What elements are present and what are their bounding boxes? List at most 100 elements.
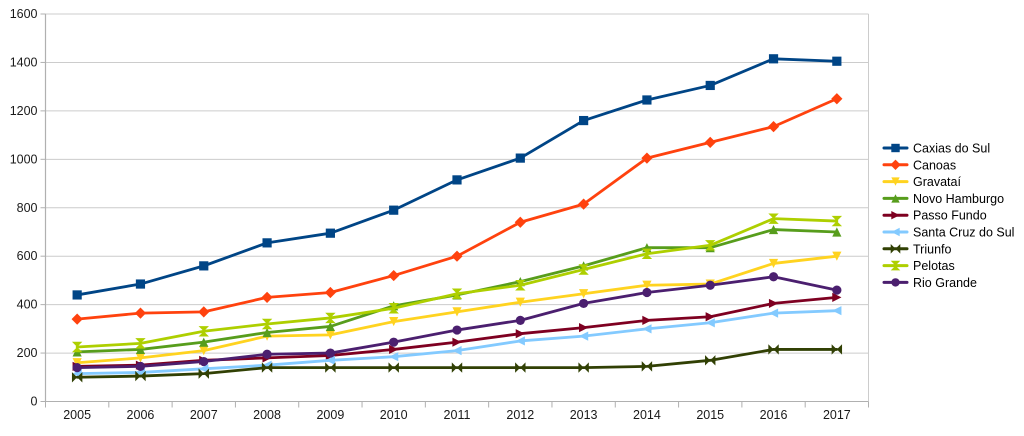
series-marker-arrow-left — [768, 308, 779, 318]
series-marker-sandglass — [515, 280, 526, 291]
series-marker-square — [72, 290, 82, 300]
series-marker-arrow-up — [325, 321, 335, 332]
series-marker-arrow-left — [452, 346, 462, 356]
series-marker-square — [832, 56, 842, 66]
series-marker-sandglass — [388, 303, 399, 314]
series-marker-circle — [579, 298, 589, 309]
y-axis-label: 1400 — [10, 55, 38, 69]
series-marker-square — [135, 279, 146, 289]
series-marker-arrow-down — [72, 358, 82, 368]
series-marker-sandglass — [768, 213, 779, 224]
series-marker-arrow-right — [579, 323, 589, 333]
series-marker-arrow-right — [452, 337, 462, 347]
series-marker-arrow-up — [832, 227, 842, 237]
series-marker-sandglass — [641, 248, 653, 259]
series-marker-arrow-down — [389, 316, 399, 327]
series-marker-square — [705, 80, 715, 91]
series-marker-sandglass — [831, 215, 843, 227]
series-marker-square — [325, 228, 335, 238]
series-marker-bowtie — [261, 362, 273, 373]
series-marker-square — [515, 153, 525, 163]
series-marker-diamond — [451, 250, 463, 262]
series-line-canoas — [75, 97, 839, 321]
series-marker-square — [262, 238, 272, 248]
series-marker-diamond — [324, 286, 336, 299]
series-marker-square — [579, 115, 589, 126]
series-marker-circle — [515, 315, 525, 325]
series-marker-sandglass — [578, 264, 589, 275]
series-marker-square — [199, 261, 209, 271]
y-axis-label: 0 — [31, 395, 38, 409]
y-axis-label: 1000 — [10, 152, 38, 166]
series-marker-bowtie — [388, 362, 399, 373]
series-marker-arrow-up — [262, 327, 272, 338]
series-marker-diamond — [71, 313, 83, 325]
series-marker-circle — [768, 272, 779, 282]
x-axis-label: 2017 — [823, 408, 851, 422]
x-axis-label: 2016 — [760, 408, 788, 422]
series-marker-diamond — [514, 216, 526, 228]
series-marker-sandglass — [261, 318, 273, 330]
series-marker-arrow-left — [642, 324, 652, 334]
legend-label: Triunfo — [913, 242, 951, 256]
series-marker-bowtie — [831, 344, 843, 355]
series-marker-circle — [72, 362, 82, 373]
legend-marker-bowtie — [890, 244, 901, 254]
series-marker-arrow-left — [832, 306, 842, 316]
y-axis-label: 800 — [17, 201, 38, 215]
series-marker-square — [452, 175, 462, 185]
series-marker-arrow-right — [768, 298, 779, 309]
series-marker-sandglass — [71, 341, 83, 353]
series-marker-square — [389, 205, 399, 215]
x-axis-label: 2009 — [316, 408, 344, 422]
legend-label: Caxias do Sul — [913, 142, 990, 156]
series-marker-bowtie — [705, 355, 716, 366]
series-marker-arrow-right — [705, 312, 715, 322]
series-marker-circle — [642, 287, 652, 298]
series-marker-arrow-down — [452, 307, 462, 317]
series-marker-arrow-up — [768, 224, 779, 235]
series-marker-diamond — [767, 121, 780, 133]
x-axis-label: 2011 — [444, 408, 471, 422]
legend-label: Canoas — [913, 158, 956, 172]
legend-marker-square — [891, 143, 900, 153]
series-marker-circle — [262, 349, 272, 359]
series-marker-circle — [452, 325, 462, 335]
series-marker-arrow-left — [579, 331, 589, 341]
legend-marker-diamond — [890, 159, 901, 170]
series-marker-sandglass — [198, 326, 209, 337]
series-marker-arrow-right — [832, 292, 842, 302]
legend-marker-arrow-down — [891, 177, 900, 186]
series-marker-arrow-down — [768, 258, 779, 269]
legend-marker-circle — [891, 278, 900, 287]
series-marker-sandglass — [705, 240, 716, 251]
y-axis-label: 400 — [17, 298, 38, 312]
legend-marker-sandglass — [890, 260, 901, 271]
y-axis-label: 200 — [17, 346, 38, 360]
series-marker-square — [768, 54, 779, 64]
series-marker-arrow-down — [579, 289, 589, 299]
series-marker-bowtie — [325, 362, 336, 373]
series-marker-bowtie — [515, 362, 526, 373]
legend-label: Rio Grande — [913, 276, 977, 290]
legend-label: Pelotas — [913, 259, 955, 273]
series-marker-arrow-down — [515, 297, 525, 307]
series-marker-sandglass — [451, 288, 463, 299]
x-axis-label: 2005 — [63, 408, 91, 422]
series-marker-circle — [199, 356, 209, 367]
legend-marker-arrow-left — [891, 227, 900, 237]
series-marker-arrow-right — [642, 315, 652, 325]
y-axis-label: 1600 — [10, 7, 38, 21]
series-marker-diamond — [704, 136, 716, 148]
y-axis-label: 600 — [17, 249, 38, 263]
x-axis-label: 2015 — [696, 408, 724, 422]
x-axis-label: 2008 — [253, 408, 281, 422]
series-marker-arrow-down — [135, 353, 146, 363]
legend-label: Santa Cruz do Sul — [913, 226, 1014, 240]
series-marker-diamond — [388, 269, 400, 282]
series-marker-circle — [325, 348, 335, 358]
series-marker-bowtie — [71, 372, 83, 383]
series-marker-arrow-left — [199, 364, 209, 374]
series-marker-bowtie — [198, 368, 209, 379]
series-marker-diamond — [198, 306, 210, 318]
